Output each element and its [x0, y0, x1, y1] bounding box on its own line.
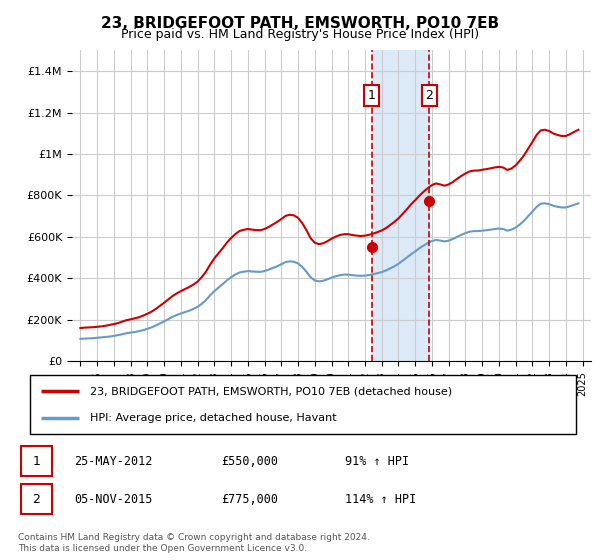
Text: £775,000: £775,000	[221, 493, 278, 506]
Text: 114% ↑ HPI: 114% ↑ HPI	[345, 493, 416, 506]
Text: 05-NOV-2015: 05-NOV-2015	[74, 493, 153, 506]
Text: 25-MAY-2012: 25-MAY-2012	[74, 455, 153, 468]
FancyBboxPatch shape	[21, 446, 52, 477]
Text: 2: 2	[32, 493, 40, 506]
Text: Price paid vs. HM Land Registry's House Price Index (HPI): Price paid vs. HM Land Registry's House …	[121, 28, 479, 41]
Text: Contains HM Land Registry data © Crown copyright and database right 2024.
This d: Contains HM Land Registry data © Crown c…	[18, 533, 370, 553]
Text: 1: 1	[32, 455, 40, 468]
Text: 23, BRIDGEFOOT PATH, EMSWORTH, PO10 7EB: 23, BRIDGEFOOT PATH, EMSWORTH, PO10 7EB	[101, 16, 499, 31]
Text: 1: 1	[368, 89, 376, 102]
Text: 91% ↑ HPI: 91% ↑ HPI	[345, 455, 409, 468]
Text: 2: 2	[425, 89, 433, 102]
Text: £550,000: £550,000	[221, 455, 278, 468]
Bar	[371, 50, 429, 361]
FancyBboxPatch shape	[30, 375, 576, 434]
FancyBboxPatch shape	[21, 484, 52, 514]
Text: HPI: Average price, detached house, Havant: HPI: Average price, detached house, Hava…	[90, 413, 337, 423]
Text: 23, BRIDGEFOOT PATH, EMSWORTH, PO10 7EB (detached house): 23, BRIDGEFOOT PATH, EMSWORTH, PO10 7EB …	[90, 386, 452, 396]
